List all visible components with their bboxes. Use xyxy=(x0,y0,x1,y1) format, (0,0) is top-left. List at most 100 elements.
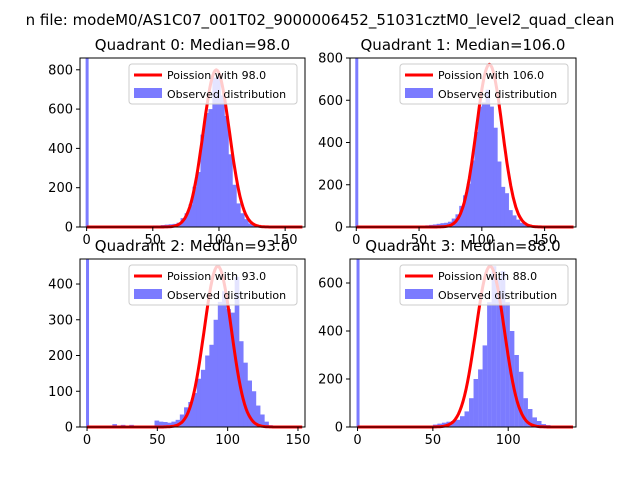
legend-label: Observed distribution xyxy=(167,289,286,302)
legend-box xyxy=(128,63,298,105)
observed-bar xyxy=(489,106,494,227)
y-tick-label: 600 xyxy=(318,94,343,109)
observed-bar xyxy=(527,409,533,427)
observed-bar xyxy=(356,259,360,427)
subplot-2: 0 50 100 150 0 100 200 300 400 Poission with 93.0… xyxy=(48,237,310,448)
y-tick-label: 200 xyxy=(48,349,73,364)
y-tick-label: 400 xyxy=(318,325,343,340)
x-tick-label: 0 xyxy=(83,433,91,448)
observed-bar xyxy=(518,371,524,427)
observed-bar xyxy=(470,160,476,227)
legend-box xyxy=(128,264,298,306)
legend-patch-swatch xyxy=(405,88,433,98)
subplot-3: 0 50 100 0 200 400 600 Poission with 88.0 Observ… xyxy=(318,237,577,448)
observed-bar xyxy=(455,419,461,427)
observed-bar xyxy=(505,302,510,427)
observed-bar xyxy=(514,355,519,427)
observed-bar xyxy=(469,398,474,427)
x-tick-label: 0 xyxy=(353,433,361,448)
observed-bar xyxy=(519,222,525,227)
observed-bar xyxy=(209,344,215,427)
subplot-title: Quadrant 2: Median=93.0 xyxy=(95,237,290,255)
observed-bar xyxy=(200,134,205,227)
legend-label: Observed distribution xyxy=(438,289,557,302)
observed-bar xyxy=(217,301,223,427)
observed-bar xyxy=(536,421,542,427)
observed-bar xyxy=(459,205,464,227)
observed-bar xyxy=(228,154,233,227)
x-tick-label: 150 xyxy=(286,433,311,448)
observed-bar xyxy=(85,58,89,227)
observed-bar xyxy=(243,362,248,427)
legend-label: Poission with 106.0 xyxy=(438,69,544,82)
legend-label: Poission with 93.0 xyxy=(167,270,266,283)
legend-label: Poission with 98.0 xyxy=(167,69,266,82)
observed-bar xyxy=(184,213,190,227)
observed-bar xyxy=(196,378,202,427)
observed-bar xyxy=(508,210,513,227)
observed-bar xyxy=(251,391,257,427)
observed-bar xyxy=(493,127,498,227)
observed-bar xyxy=(532,417,537,427)
observed-bar xyxy=(450,421,456,427)
x-tick-label: 50 xyxy=(425,433,442,448)
subplot-title: Quadrant 3: Median=88.0 xyxy=(365,237,560,255)
y-tick-label: 400 xyxy=(318,136,343,151)
observed-bar xyxy=(264,421,269,427)
observed-bar xyxy=(171,421,177,427)
observed-bar xyxy=(440,223,445,227)
observed-bar xyxy=(167,422,172,427)
observed-bar xyxy=(188,401,193,427)
subplot-title: Quadrant 0: Median=98.0 xyxy=(95,36,290,54)
observed-bar xyxy=(466,183,472,227)
legend-box xyxy=(399,264,569,306)
legend-label: Poission with 88.0 xyxy=(438,270,537,283)
observed-bar xyxy=(482,345,488,427)
figure-suptitle: n file: modeM0/AS1C07_001T02_9000006452_… xyxy=(26,11,615,30)
observed-bar xyxy=(515,219,521,227)
observed-bar xyxy=(226,309,231,427)
observed-bar xyxy=(523,224,528,227)
observed-bar xyxy=(355,58,359,227)
x-tick-label: 150 xyxy=(532,233,557,248)
observed-bar xyxy=(463,195,468,227)
observed-bar xyxy=(200,369,206,427)
y-tick-label: 300 xyxy=(48,313,73,328)
observed-bar xyxy=(504,193,509,227)
x-tick-label: 50 xyxy=(145,233,162,248)
y-tick-label: 0 xyxy=(335,221,343,236)
observed-bar xyxy=(154,420,160,427)
observed-bar xyxy=(247,380,252,427)
observed-bar xyxy=(158,421,164,427)
x-tick-label: 100 xyxy=(469,233,494,248)
legend-label: Observed distribution xyxy=(438,88,557,101)
subplot-1: 0 50 100 150 0 200 400 600 800 Poission with 106.… xyxy=(318,36,577,248)
legend-patch-swatch xyxy=(134,289,162,299)
observed-bar xyxy=(224,115,229,227)
observed-bar xyxy=(213,319,219,427)
observed-bar xyxy=(232,184,237,227)
x-tick-label: 0 xyxy=(82,233,90,248)
y-tick-label: 800 xyxy=(48,63,73,78)
legend-label: Observed distribution xyxy=(167,88,286,101)
y-tick-label: 400 xyxy=(48,278,73,293)
observed-bar xyxy=(481,102,487,227)
observed-bar xyxy=(205,355,210,427)
y-tick-label: 600 xyxy=(48,103,73,118)
x-tick-label: 50 xyxy=(411,233,428,248)
x-tick-label: 100 xyxy=(496,433,521,448)
observed-bar xyxy=(216,75,221,228)
x-tick-label: 50 xyxy=(149,433,166,448)
observed-bar xyxy=(523,398,528,427)
observed-bar xyxy=(192,186,197,227)
observed-bar xyxy=(478,106,483,227)
subplot-grid: 0 50 100 150 0 200 400 600 800 Poission with 98.0… xyxy=(48,36,577,448)
observed-bar xyxy=(500,186,506,227)
observed-bar xyxy=(212,77,217,228)
axes-frame xyxy=(349,258,577,428)
legend-patch-swatch xyxy=(134,88,162,98)
x-tick-label: 100 xyxy=(207,233,232,248)
y-tick-label: 200 xyxy=(318,373,343,388)
observed-bar xyxy=(192,393,198,427)
observed-bar xyxy=(260,414,265,427)
